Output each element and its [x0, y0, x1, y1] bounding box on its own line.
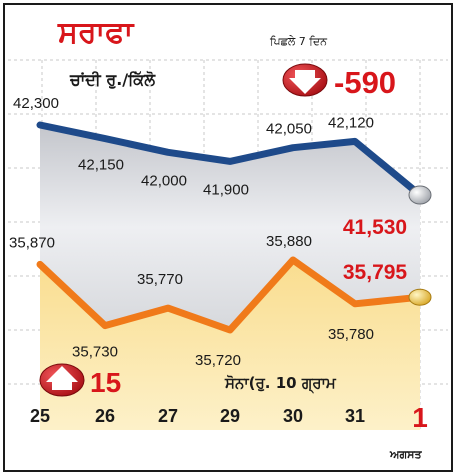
x-tick-label: 30: [283, 406, 303, 426]
x-tick-label: 29: [220, 406, 240, 426]
silver-value-label: 41,900: [203, 181, 249, 198]
up-arrow-icon: [39, 363, 85, 397]
gold-end-point: [408, 288, 432, 306]
x-tick-label: 31: [345, 406, 365, 426]
silver-value-label: 42,000: [141, 172, 187, 189]
gold-value-label: 35,870: [9, 234, 55, 251]
silver-end-point: [408, 185, 432, 205]
gold-value-label: 35,770: [137, 271, 183, 288]
silver-value-label: 42,120: [328, 114, 374, 131]
month-label: ਅਗਸਤ: [389, 448, 422, 461]
gold-band: [40, 260, 420, 430]
silver-value-label: 42,150: [78, 157, 124, 174]
silver-value-label: 42,300: [13, 95, 59, 112]
silver-value-label: 41,530: [343, 216, 407, 239]
silver-series-name: ਚਾਂਦੀ ਰੁ./ਕਿੱਲੋ: [69, 70, 156, 89]
gold-value-label: 35,720: [195, 352, 241, 369]
x-tick-label: 27: [158, 406, 178, 426]
silver-series-line: [36, 121, 424, 199]
x-axis: 25 26 27 29 30 31 1: [30, 402, 428, 433]
chart-subtitle: ਪਿਛਲੇ 7 ਦਿਨ: [269, 35, 328, 48]
gold-change: 15: [90, 367, 121, 398]
gold-value-label: 35,730: [72, 344, 118, 361]
gold-series-name: ਸੋਨਾ(ਰੁ. 10 ਗ੍ਰਾਮ: [224, 374, 337, 395]
chart-title: ਸਰਾਫਾ: [57, 15, 135, 50]
silver-value-label: 42,050: [266, 121, 312, 138]
silver-change: -590: [334, 65, 396, 100]
gold-value-label: 35,795: [343, 261, 408, 284]
x-tick-label: 25: [30, 406, 50, 426]
gold-value-label: 35,880: [266, 233, 312, 250]
x-tick-label: 1: [412, 402, 428, 433]
x-tick-label: 26: [95, 406, 115, 426]
down-arrow-icon: [282, 63, 328, 97]
gold-value-label: 35,780: [328, 326, 374, 343]
gold-series-line: [36, 256, 424, 334]
